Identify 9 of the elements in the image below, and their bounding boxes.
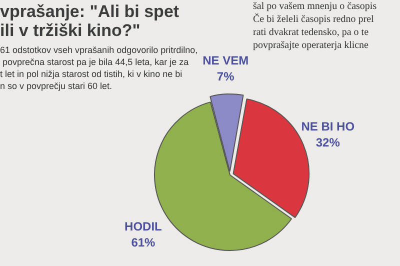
chart-title: vprašanje: "Ali bi spet ili v tržiški kino?" (0, 2, 180, 40)
slice-label: HODIL (124, 220, 162, 234)
text: 61 odstotkov vseh vprašanih odgovorilo pritrdilno, povprečna starost pa je bila 44,5 leta, kar je za t let in pol nižja starost od tistih, ki v kino ne bi n so v povprečju stari 60 let. (0, 45, 198, 91)
data-label: 61% (131, 236, 156, 250)
data-label: 7% (216, 70, 235, 84)
data-label: 32% (316, 135, 340, 150)
slice-label: NE VEM (202, 54, 249, 68)
slice-label: NE BI HO (301, 119, 355, 134)
text: šal po vašem mnenju o časopis Če bi želeli časopis redno prel rati dvakrat tedensko, pa o te povprašajte operaterja klicne (253, 0, 378, 52)
